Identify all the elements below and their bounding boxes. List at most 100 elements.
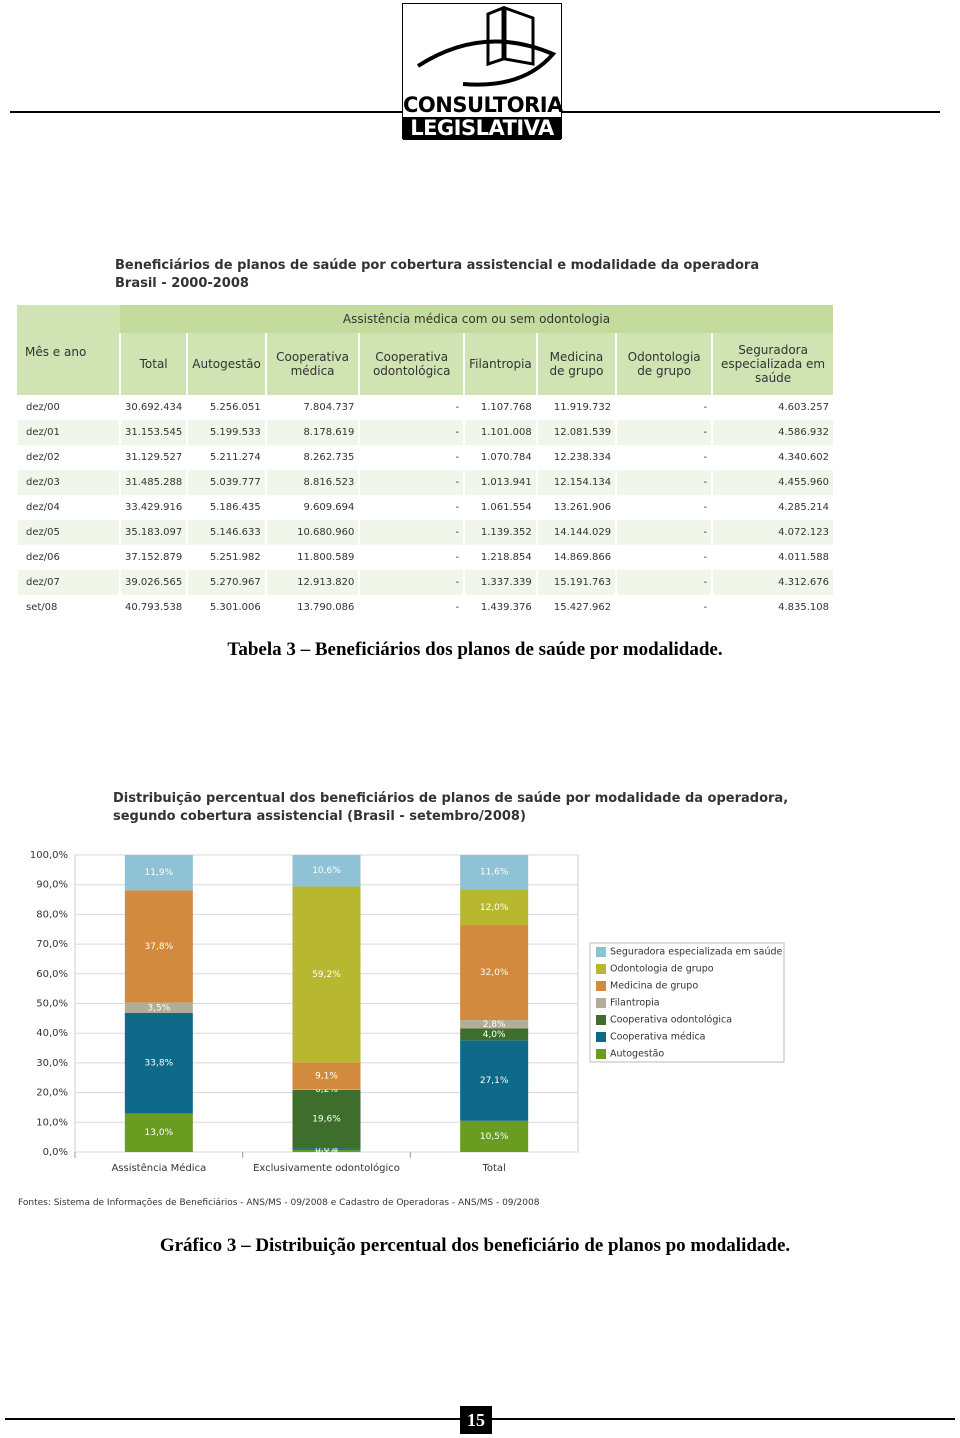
logo-text: CONSULTORIA LEGISLATIVA xyxy=(403,94,563,140)
legend-label: Medicina de grupo xyxy=(610,981,698,992)
x-tick-label: Assistência Médica xyxy=(111,1162,206,1174)
table-row: dez/03 31.485.288 5.039.777 8.816.523-1.013… xyxy=(16,470,833,495)
table-cell: 11.919.732 xyxy=(535,395,617,420)
table-cell: - xyxy=(358,395,465,420)
table-cell: 5.270.967 xyxy=(186,570,266,595)
table-cell: 1.337.339 xyxy=(463,570,537,595)
table-cell: 4.603.257 xyxy=(711,395,833,420)
data-label: 27,1% xyxy=(480,1076,509,1086)
table-cell: - xyxy=(358,545,465,570)
table-cell: 4.835.108 xyxy=(711,595,833,620)
table-cell: 10.680.960 xyxy=(264,520,360,545)
bar-segment xyxy=(460,1040,529,1121)
table-row: dez/01 31.153.545 5.199.533 8.178.619-1.101… xyxy=(16,420,833,445)
table-row: dez/00 30.692.434 5.256.051 7.804.737-1.107… xyxy=(16,395,833,420)
legend-label: Filantropia xyxy=(610,998,660,1009)
column-header: Seguradora especializada em saúde xyxy=(711,333,833,395)
data-label: 9,1% xyxy=(315,1071,338,1081)
bar-segment xyxy=(460,1020,529,1029)
table-cell: 8.262.735 xyxy=(264,445,360,470)
bar-segment xyxy=(292,886,361,1063)
data-label: 4,0% xyxy=(483,1030,506,1040)
table-row: dez/05 35.183.097 5.146.633 10.680.960-1.13… xyxy=(16,520,833,545)
column-header: Cooperativa odontológica xyxy=(358,333,465,395)
table-cell: dez/00 xyxy=(16,395,120,420)
table-caption: Tabela 3 – Beneficiários dos planos de s… xyxy=(227,639,723,660)
table-subtitle: Brasil - 2000-2008 xyxy=(115,276,249,291)
data-label: 11,6% xyxy=(480,868,509,878)
legend-label: Autogestão xyxy=(610,1049,664,1060)
table-cell: 5.211.274 xyxy=(186,445,266,470)
bar-segment xyxy=(124,890,193,1003)
table-cell: 30.692.434 xyxy=(118,395,188,420)
table-cell: dez/07 xyxy=(16,570,120,595)
table-row: set/08 40.793.538 5.301.006 13.790.086-1.43… xyxy=(16,595,833,620)
data-label: 13,0% xyxy=(145,1128,174,1138)
table-cell: 5.301.006 xyxy=(186,595,266,620)
table-cell: - xyxy=(358,520,465,545)
column-header: Medicina de grupo xyxy=(535,333,617,395)
column-header: Total xyxy=(118,333,188,395)
table-cell: - xyxy=(358,495,465,520)
table-cell: dez/01 xyxy=(16,420,120,445)
x-tick-label: Exclusivamente odontológico xyxy=(253,1162,400,1174)
table-cell: 15.191.763 xyxy=(535,570,617,595)
table-cell: - xyxy=(615,570,713,595)
x-tick-label: Total xyxy=(481,1163,505,1174)
y-tick-label: 50,0% xyxy=(36,999,68,1010)
table-row: dez/04 33.429.916 5.186.435 9.609.694-1.061… xyxy=(16,495,833,520)
chart-title: Distribuição percentual dos beneficiário… xyxy=(113,791,789,824)
table-cell: 4.455.960 xyxy=(711,470,833,495)
legend-swatch xyxy=(596,1049,606,1059)
table-cell: - xyxy=(358,445,465,470)
table-cell: 1.439.376 xyxy=(463,595,537,620)
bar-segment xyxy=(460,1028,529,1041)
y-tick-label: 40,0% xyxy=(36,1028,68,1039)
table-cell: 1.139.352 xyxy=(463,520,537,545)
bar-segment xyxy=(124,1013,193,1114)
table-cell: 15.427.962 xyxy=(535,595,617,620)
table-cell: 14.869.866 xyxy=(535,545,617,570)
bar-segment xyxy=(292,855,361,887)
legend-label: Seguradora especializada em saúde xyxy=(610,947,782,958)
legend-label: Odontologia de grupo xyxy=(610,964,714,975)
bar-segment xyxy=(124,1113,193,1152)
legend-box xyxy=(589,942,785,1063)
table-cell: dez/02 xyxy=(16,445,120,470)
table-cell: 1.218.854 xyxy=(463,545,537,570)
data-label: 2,8% xyxy=(483,1020,506,1030)
data-label: 0,2% xyxy=(315,1085,338,1095)
table-cell: 40.793.538 xyxy=(118,595,188,620)
table-cell: - xyxy=(615,420,713,445)
table-cell: dez/05 xyxy=(16,520,120,545)
data-label: 37,8% xyxy=(145,942,174,952)
data-label: 19,6% xyxy=(312,1115,341,1125)
table-row: dez/07 39.026.565 5.270.967 12.913.820 - 1.33… xyxy=(16,570,833,595)
data-label: 3,5% xyxy=(147,1003,170,1013)
table-cell: 7.804.737 xyxy=(264,395,360,420)
chart: 0,0% 10,0% 20,0% 30,0% 40,0% 50,0% 60,0% 70,0% 8… xyxy=(30,850,785,1174)
table-cell: 14.144.029 xyxy=(535,520,617,545)
table-cell: 9.609.694 xyxy=(264,495,360,520)
table-cell: - xyxy=(358,420,465,445)
table-cell: 12.913.820 xyxy=(264,570,360,595)
y-tick-label: 90,0% xyxy=(36,880,68,891)
table-cell: - xyxy=(358,470,465,495)
chart-source: Fontes: Sistema de Informações de Benefi… xyxy=(18,1198,540,1208)
legend-swatch xyxy=(596,947,606,957)
table-cell: 4.586.932 xyxy=(711,420,833,445)
table-row: dez/06 37.152.879 5.251.982 11.800.589-1.21… xyxy=(16,545,833,570)
bar-segment xyxy=(460,889,529,926)
data-label: 11,9% xyxy=(145,868,174,878)
legend-label: Cooperativa odontológica xyxy=(610,1015,732,1026)
bar-segment xyxy=(292,1089,361,1090)
chart-caption: Gráfico 3 – Distribuição percentual dos … xyxy=(159,1235,791,1256)
table-cell: 1.101.008 xyxy=(463,420,537,445)
table-cell: 39.026.565 xyxy=(118,570,188,595)
table-cell: 11.800.589 xyxy=(264,545,360,570)
legend-swatch xyxy=(596,1015,606,1025)
bar-segment xyxy=(124,855,193,891)
y-tick-label: 70,0% xyxy=(36,939,68,950)
table-cell: 5.146.633 xyxy=(186,520,266,545)
group-header: Assistência médica com ou sem odontologi… xyxy=(120,305,833,333)
